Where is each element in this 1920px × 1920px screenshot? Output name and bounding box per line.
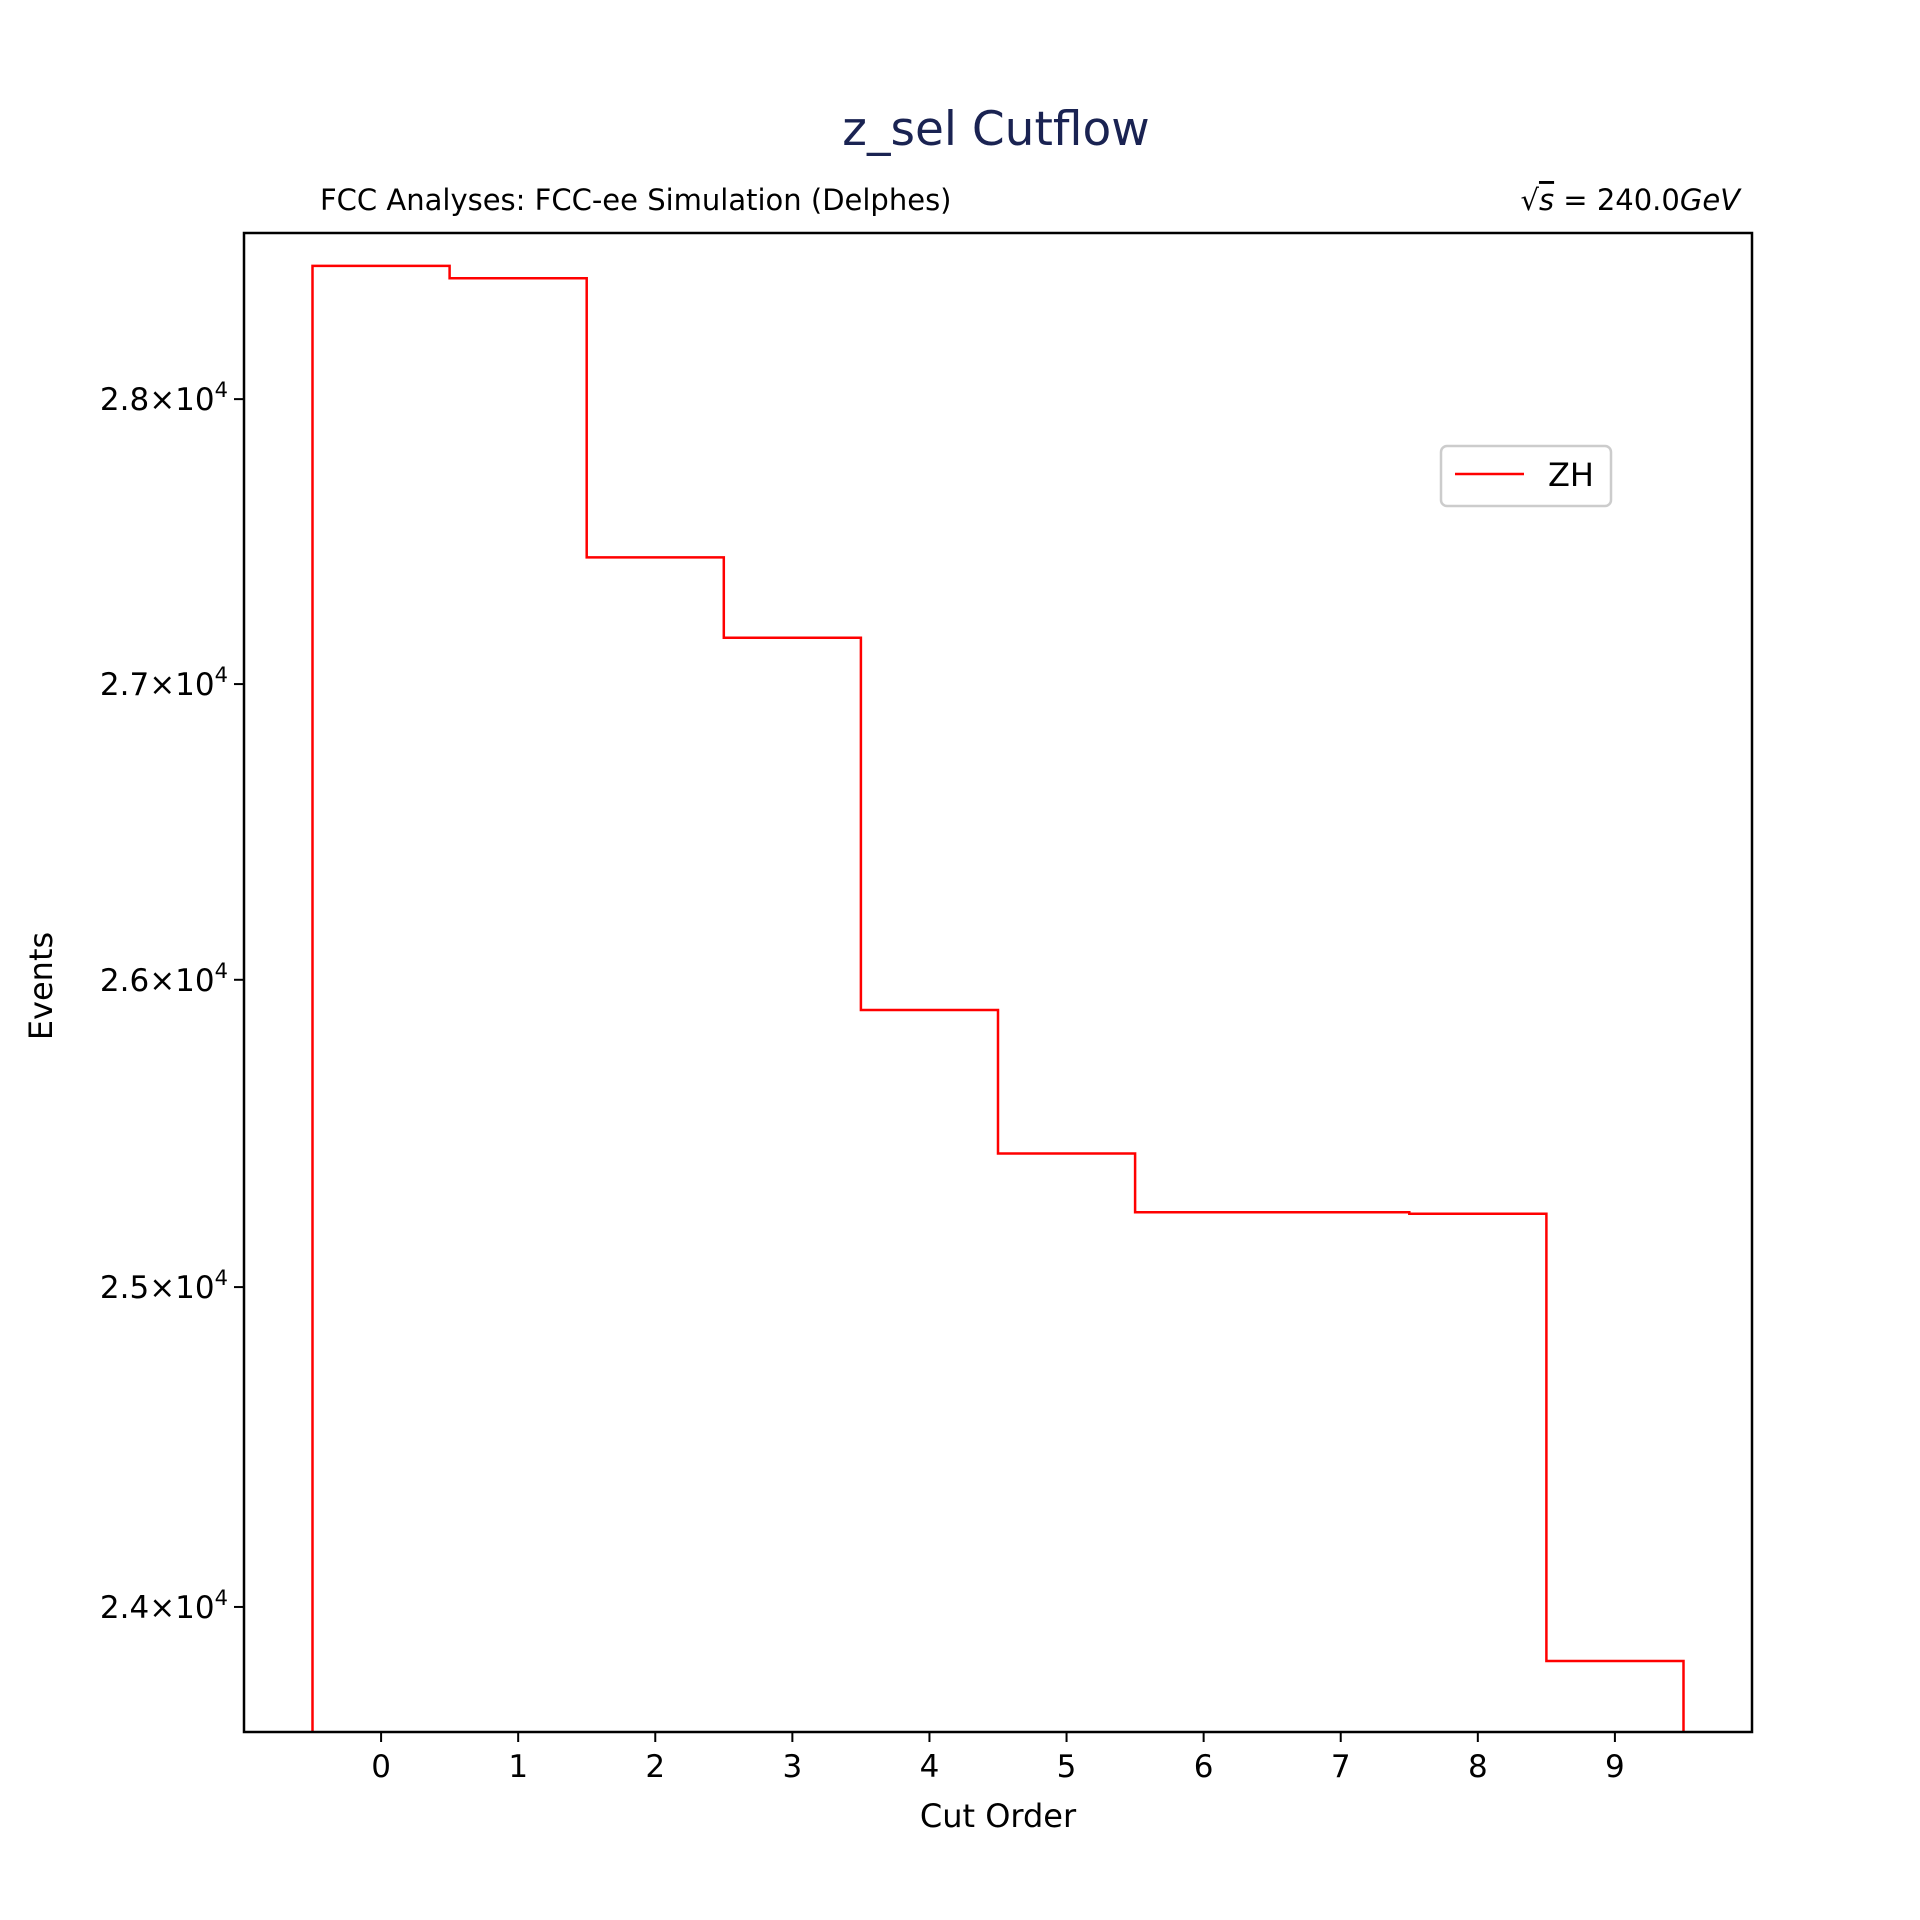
x-tick-label: 1 — [508, 1749, 528, 1785]
y-tick-label: 2.8×104 — [100, 378, 228, 418]
y-axis-label: Events — [22, 932, 60, 1040]
x-tick-label: 3 — [782, 1749, 802, 1785]
legend: ZH — [1439, 444, 1613, 508]
y-tick-label: 2.4×104 — [100, 1586, 228, 1626]
y-tick-label: 2.5×104 — [100, 1266, 228, 1306]
x-tick-label: 7 — [1331, 1749, 1351, 1785]
x-tick-label: 0 — [371, 1749, 391, 1785]
y-tick-label: 2.6×104 — [100, 959, 228, 999]
x-axis: 0 1 2 3 4 5 6 7 8 9 — [371, 1732, 1625, 1785]
chart-title: z_sel Cutflow — [842, 102, 1149, 157]
x-tick-label: 6 — [1194, 1749, 1214, 1785]
x-tick-label: 4 — [920, 1749, 940, 1785]
axes-frame — [242, 231, 1754, 1734]
energy-unit: GeV — [1680, 183, 1742, 217]
sqrt-s: s — [1539, 183, 1554, 217]
legend-label-zh: ZH — [1548, 456, 1594, 494]
x-tick-label: 9 — [1605, 1749, 1625, 1785]
legend-box — [1439, 444, 1613, 508]
plot-area — [311, 264, 1685, 1732]
chart-subtitle-right: √s = 240.0GeV — [1520, 183, 1742, 217]
series-step-line-zh — [311, 264, 1685, 1732]
x-tick-label: 5 — [1057, 1749, 1077, 1785]
x-tick-label: 8 — [1468, 1749, 1488, 1785]
sqrt-symbol: √ — [1520, 183, 1539, 217]
x-tick-label: 2 — [645, 1749, 665, 1785]
x-axis-label: Cut Order — [920, 1797, 1077, 1835]
y-tick-label: 2.7×104 — [100, 663, 228, 703]
energy-value: = 240.0 — [1554, 183, 1680, 217]
chart-subtitle-left: FCC Analyses: FCC-ee Simulation (Delphes… — [320, 183, 952, 217]
y-axis: 2.4×104 2.5×104 2.6×104 2.7×104 2.8×104 — [100, 378, 244, 1626]
